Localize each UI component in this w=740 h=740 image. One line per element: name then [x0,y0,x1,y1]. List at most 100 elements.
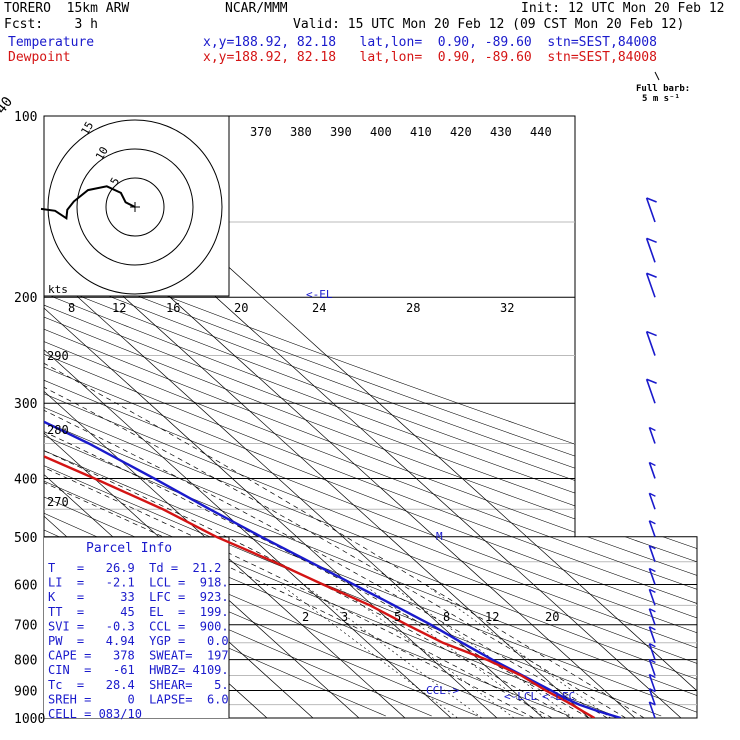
dewpoint-legend-label: Dewpoint [8,50,71,65]
dry-adiabat [44,116,697,717]
dry-adiabat [44,116,697,717]
theta-e-label: 440 [530,125,552,139]
theta-e-label: 380 [290,125,312,139]
barb-key-value: 5 m s⁻¹ [642,94,680,104]
wind-barb [648,545,656,562]
wind-barb [648,608,656,626]
wind-barb-flag [649,658,656,664]
moist-adiabat-label: 16 [166,301,180,315]
dry-adiabat [44,116,697,717]
pressure-label: 100 [14,110,37,125]
parcel-info-title: Parcel Info [86,541,172,556]
valid-time: Valid: 15 UTC Mon 20 Feb 12 (09 CST Mon … [293,17,685,32]
pressure-label: 200 [14,291,37,306]
wind-barb [645,331,656,356]
dry-adiabat [44,116,524,717]
dry-adiabat [44,116,697,717]
sounding-traces [44,116,622,718]
mixing-ratio-line [424,584,611,718]
theta-e-label: 420 [450,125,472,139]
dry-adiabat [44,116,697,717]
level-marker: CCL-> [426,684,459,697]
wind-barb [648,427,656,444]
forecast-hour: Fcst: 3 h [4,17,98,32]
wind-barb-flag [646,330,657,337]
temperature-legend-label: Temperature [8,35,95,50]
level-marker: <-LCL [504,690,537,703]
dry-adiabat [44,116,662,717]
pressure-label: 700 [14,619,37,634]
wind-barb-flag [649,426,656,432]
parcel-info-row: CELL = 083/10 [48,707,142,721]
dry-adiabat [44,116,697,717]
mixing-ratio-line [363,584,546,718]
wind-barb-flag [649,492,656,497]
theta-e-label: 410 [410,125,432,139]
wind-barb [648,674,656,691]
wind-barb [645,272,656,298]
moist-adiabat [44,221,590,718]
wind-barb [645,197,656,223]
parcel-info-row: TT = 45 EL = 199. [48,605,229,619]
wind-barb [648,626,656,644]
wind-barb-flag [649,520,656,525]
wind-barb-flag [646,272,657,278]
theta-e-label: 370 [250,125,272,139]
moist-adiabat [44,221,534,718]
parcel-info-row: SREH = 0 LAPSE= 6.0 [48,692,229,706]
hodograph-ring [47,119,223,295]
model-name: TORERO 15km ARW [4,1,130,16]
wind-barb [645,378,656,404]
level-marker: <-EL [306,288,333,301]
wind-barb-flag [649,461,656,467]
wind-barb-flag [649,701,656,706]
parcel-info-row: T = 26.9 Td = 21.2 [48,561,221,575]
theta-e-label: 430 [490,125,512,139]
wind-barb-flag [649,567,656,573]
parcel-info-row: CIN = -61 HWBZ= 4109. [48,663,229,677]
dewpoint-trace [44,116,596,718]
wind-barb [645,238,656,263]
wind-barbs [645,71,660,719]
barb-key-sample [654,71,660,81]
wind-barb-flag [646,237,657,244]
moist-adiabat-label: 32 [500,301,514,315]
moist-adiabat-label: 28 [406,301,420,315]
init-time: Init: 12 UTC Mon 20 Feb 12 [521,1,725,16]
parcel-info-background [44,537,229,718]
wind-barb [648,568,656,585]
wind-barb-flag [649,643,656,648]
theta-label: 280 [47,423,69,437]
moist-adiabat-label: 12 [112,301,126,315]
parcel-info-row: PW = 4.94 YGP = 0.0 [48,634,229,648]
temperature-location: x,y=188.92, 82.18 lat,lon= 0.90, -89.60 … [203,35,657,50]
isotherm [44,116,590,718]
parcel-info-row: Tc = 28.4 SHEAR= 5. [48,678,229,692]
mixing-ratio-line [280,584,458,718]
parcel-info-row: LI = -2.1 LCL = 918. [48,576,229,590]
moist-adiabat [44,221,608,718]
wind-barb [648,688,656,705]
isotherm [44,116,544,718]
dry-adiabat [44,116,697,717]
moist-adiabat-label: 8 [68,301,75,315]
wind-barb [648,701,656,719]
hodograph-ring-label: 15 [78,119,96,137]
parcel-info-row: CAPE = 378 SWEAT= 197 [48,649,229,663]
dry-adiabat [44,116,697,717]
pressure-label: 900 [14,684,37,699]
wind-barb [648,492,656,510]
isotherm [44,116,360,718]
dry-adiabat [44,116,478,717]
dry-adiabat [44,116,697,717]
dry-adiabat [44,116,697,717]
level-marker: M [436,530,443,543]
wind-barb-flag [649,588,656,593]
wind-barb [648,659,656,676]
dry-adiabat [44,116,697,717]
wind-barb [648,462,656,479]
dry-adiabat [44,116,697,717]
mixing-ratio-line [333,584,515,718]
parcel-info-box: Parcel Info T = 26.9 Td = 21.2LI = -2.1 L… [44,536,230,721]
